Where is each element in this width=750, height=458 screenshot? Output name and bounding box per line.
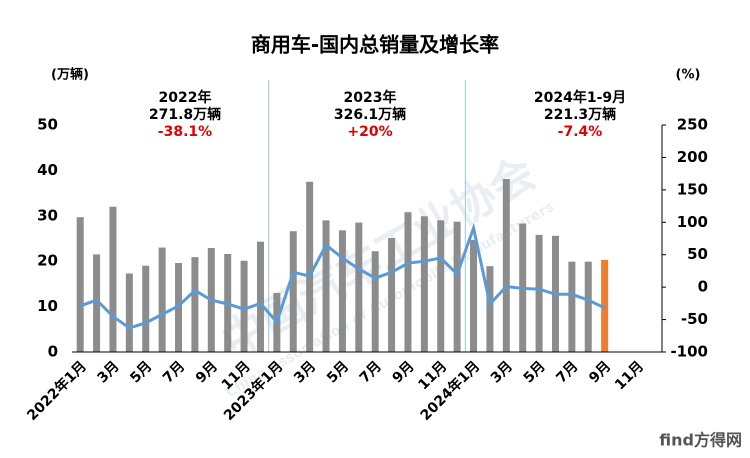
bar [502, 179, 510, 352]
bar [142, 265, 150, 352]
y-tick-label: 10 [37, 297, 58, 315]
bar [453, 221, 461, 352]
bar [584, 261, 592, 352]
y2-tick-label: 200 [677, 148, 708, 166]
y2-tick-label: -100 [670, 343, 708, 361]
bar [371, 251, 379, 352]
bar [158, 247, 166, 352]
bar [388, 238, 396, 352]
bar [568, 261, 576, 352]
annotation-year: 2024年1-9月 [534, 89, 626, 106]
y-tick-label: 50 [37, 116, 58, 134]
bar [437, 220, 445, 352]
chart-title: 商用车-国内总销量及增长率 [251, 33, 499, 57]
annotation-total: 326.1万辆 [334, 106, 406, 123]
y-tick-label: 20 [37, 252, 58, 270]
bar [125, 273, 133, 352]
annotation-change: +20% [347, 124, 392, 140]
bar [256, 241, 264, 352]
y2-axis-label: (%) [676, 68, 701, 83]
bar [535, 234, 543, 352]
y-tick-label: 30 [37, 206, 58, 224]
bar [109, 206, 117, 352]
line [79, 222, 606, 330]
y2-tick-label: 50 [687, 245, 708, 263]
bar [486, 266, 494, 352]
y-axis-label: (万辆) [51, 67, 89, 83]
bar [470, 239, 478, 352]
annotation-year: 2023年 [344, 89, 397, 106]
y2-tick-label: 0 [698, 278, 708, 296]
bar [306, 181, 314, 352]
y2-tick-label: 250 [677, 116, 708, 134]
annotation-change: -38.1% [158, 124, 212, 140]
annotation-year: 2022年 [159, 89, 212, 106]
bar [240, 260, 248, 352]
bar [601, 259, 609, 352]
bar [191, 257, 199, 352]
bar [420, 216, 428, 352]
annotation-change: -7.4% [558, 124, 603, 140]
annotation-total: 221.3万辆 [544, 106, 616, 123]
annotation-total: 271.8万辆 [149, 106, 221, 123]
y2-tick-label: -50 [681, 310, 708, 328]
bar [289, 231, 297, 352]
bar [76, 217, 84, 352]
logo: find方得网 [659, 431, 742, 450]
bar [338, 230, 346, 352]
bar [93, 254, 101, 352]
y2-tick-label: 100 [677, 213, 708, 231]
bar [355, 222, 363, 352]
bar [404, 212, 412, 352]
bar [322, 220, 330, 352]
y-tick-label: 0 [48, 343, 58, 361]
y-tick-label: 40 [37, 161, 58, 179]
y2-tick-label: 150 [677, 180, 708, 198]
